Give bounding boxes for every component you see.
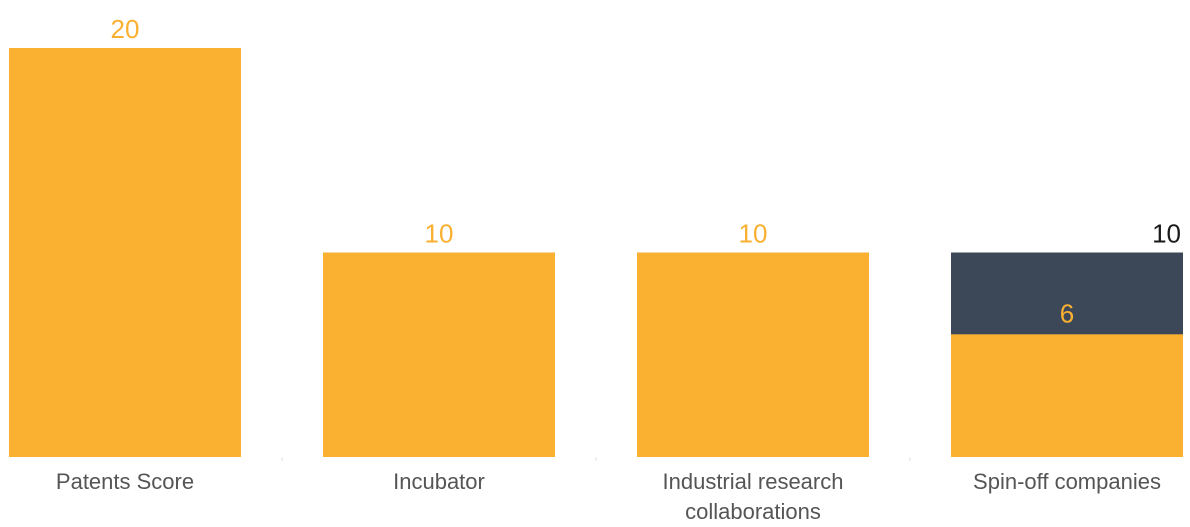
x-tick-label: Patents Score xyxy=(56,469,194,494)
bar-value-label: 20 xyxy=(111,14,140,44)
bar xyxy=(323,252,555,457)
x-tick-label-line: Incubator xyxy=(393,469,485,494)
bar xyxy=(637,252,869,457)
x-tick-label: Spin-off companies xyxy=(973,469,1161,494)
bar-value-label: 6 xyxy=(1060,298,1074,328)
x-tick-label-line: Spin-off companies xyxy=(973,469,1161,494)
x-tick-label-line: Patents Score xyxy=(56,469,194,494)
bar xyxy=(9,48,241,457)
max-value-label: 10 xyxy=(1152,219,1181,249)
x-tick-label: Incubator xyxy=(393,469,485,494)
data-labels-group: 20 10 10 10 6 xyxy=(111,14,1181,328)
bar xyxy=(951,334,1183,457)
bars-group xyxy=(9,48,1183,457)
bar-value-label: 10 xyxy=(425,219,454,249)
x-tick-label-line: Industrial research xyxy=(663,469,844,494)
x-tick-label-line: collaborations xyxy=(685,499,821,524)
bar-value-label: 10 xyxy=(739,219,768,249)
x-tick-label: Industrial research collaborations xyxy=(663,469,844,524)
x-axis: Patents Score Incubator Industrial researc… xyxy=(56,457,1161,524)
